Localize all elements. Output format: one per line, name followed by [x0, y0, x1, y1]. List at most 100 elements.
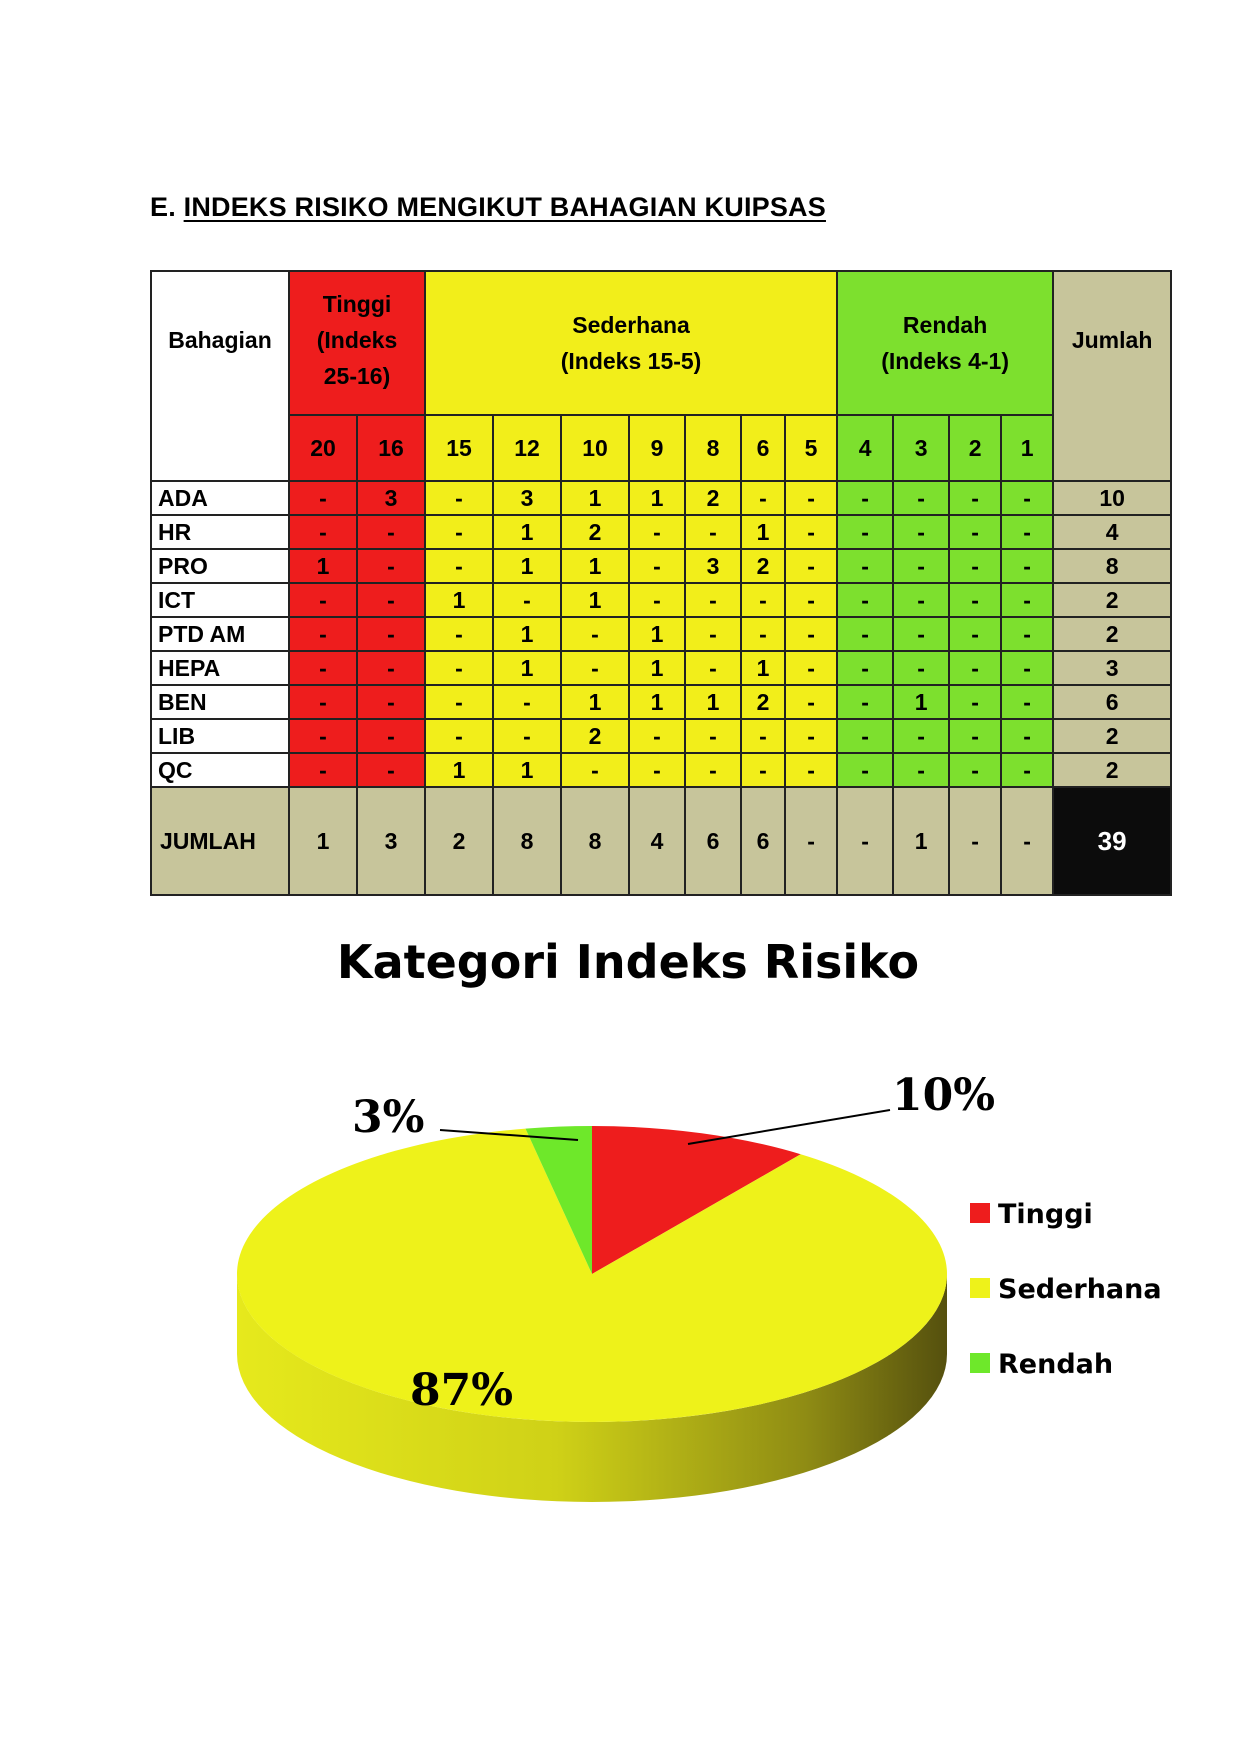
risk-count-cell: - — [288, 514, 358, 550]
risk-count-cell: - — [288, 650, 358, 686]
risk-count-cell: - — [356, 582, 426, 618]
risk-count-cell: - — [740, 718, 786, 754]
risk-count-cell: 2 — [684, 480, 742, 516]
risk-count-cell: - — [684, 752, 742, 788]
column-total: 8 — [492, 786, 562, 896]
column-total: 1 — [892, 786, 951, 896]
risk-count-cell: - — [288, 684, 358, 720]
risk-count-cell: - — [628, 548, 686, 584]
risk-count-cell: - — [492, 684, 562, 720]
risk-count-cell: 1 — [628, 480, 686, 516]
row-total: 2 — [1052, 718, 1173, 754]
risk-count-cell: - — [892, 650, 951, 686]
column-total: 8 — [560, 786, 630, 896]
risk-count-cell: - — [892, 718, 951, 754]
risk-count-cell: - — [684, 650, 742, 686]
header-bahagian: Bahagian — [150, 270, 290, 482]
risk-count-cell: - — [892, 548, 951, 584]
row-total: 10 — [1052, 480, 1173, 516]
legend-swatch-rendah — [970, 1353, 990, 1373]
risk-count-cell: - — [836, 684, 895, 720]
row-total: 2 — [1052, 582, 1173, 618]
row-total: 2 — [1052, 752, 1173, 788]
risk-count-cell: - — [836, 480, 895, 516]
table-row: QC - -1 1- - - - - - - - -2 — [150, 752, 1173, 788]
risk-count-cell: - — [356, 718, 426, 754]
risk-count-cell: - — [424, 514, 494, 550]
row-total: 6 — [1052, 684, 1173, 720]
header-jumlah: Jumlah — [1052, 270, 1173, 482]
risk-count-cell: 1 — [560, 480, 630, 516]
index-col-2: 2 — [948, 414, 1003, 482]
pie-slice-sederhana — [237, 1128, 948, 1422]
dept-name: ADA — [150, 480, 290, 516]
risk-count-cell: - — [948, 514, 1003, 550]
risk-count-cell: - — [836, 548, 895, 584]
risk-count-cell: - — [892, 616, 951, 652]
risk-count-cell: 1 — [424, 582, 494, 618]
risk-count-cell: - — [948, 752, 1003, 788]
dept-name: BEN — [150, 684, 290, 720]
risk-count-cell: - — [288, 582, 358, 618]
risk-count-cell: 1 — [628, 616, 686, 652]
risk-count-cell: - — [783, 752, 839, 788]
risk-count-cell: - — [948, 718, 1003, 754]
risk-count-cell: - — [836, 582, 895, 618]
risk-count-cell: - — [356, 684, 426, 720]
table-row: HR - - -1 2- -1- - - - -4 — [150, 514, 1173, 550]
dept-name: LIB — [150, 718, 290, 754]
index-header-row: 20 16 15 12 10 9 8 6 5 4 3 2 1 — [151, 414, 1171, 482]
row-total: 3 — [1052, 650, 1173, 686]
risk-count-cell: - — [288, 752, 358, 788]
risk-count-cell: 1 — [492, 616, 562, 652]
column-total: - — [948, 786, 1003, 896]
index-col-10: 10 — [560, 414, 630, 482]
table-row: PTD AM - - -1-1- - - - - - -2 — [150, 616, 1173, 652]
table-row: ADA -3-3 1 1 2- - - - - -10 — [150, 480, 1173, 516]
risk-count-cell: - — [288, 480, 358, 516]
risk-count-cell: - — [628, 718, 686, 754]
risk-count-cell: 1 — [560, 684, 630, 720]
risk-count-cell: - — [783, 650, 839, 686]
risk-count-cell: - — [783, 548, 839, 584]
index-col-16: 16 — [356, 414, 426, 482]
risk-count-cell: 3 — [684, 548, 742, 584]
risk-count-cell: - — [1000, 718, 1055, 754]
risk-count-cell: - — [783, 684, 839, 720]
risk-count-cell: - — [1000, 616, 1055, 652]
column-total: 6 — [740, 786, 786, 896]
risk-count-cell: 3 — [356, 480, 426, 516]
risk-count-cell: 3 — [492, 480, 562, 516]
risk-count-cell: - — [492, 718, 562, 754]
legend-swatch-tinggi — [970, 1203, 990, 1223]
risk-count-cell: - — [424, 684, 494, 720]
column-total: - — [1000, 786, 1055, 896]
column-total: 3 — [356, 786, 426, 896]
risk-count-cell: - — [684, 514, 742, 550]
risk-count-cell: - — [424, 480, 494, 516]
risk-count-cell: - — [948, 616, 1003, 652]
dept-name: QC — [150, 752, 290, 788]
column-total: 4 — [628, 786, 686, 896]
table-row: ICT - -1-1- - - - - - - -2 — [150, 582, 1173, 618]
risk-count-cell: 1 — [628, 684, 686, 720]
risk-count-cell: - — [356, 548, 426, 584]
row-total: 2 — [1052, 616, 1173, 652]
dept-name: PRO — [150, 548, 290, 584]
risk-count-cell: - — [560, 650, 630, 686]
index-col-15: 15 — [424, 414, 494, 482]
column-total: 6 — [684, 786, 742, 896]
risk-count-cell: - — [684, 582, 742, 618]
header-tinggi-line1: Tinggi — [322, 291, 392, 317]
row-total: 8 — [1052, 548, 1173, 584]
risk-count-cell: - — [424, 650, 494, 686]
index-col-1: 1 — [1000, 414, 1055, 482]
risk-count-cell: - — [783, 514, 839, 550]
risk-count-cell: - — [783, 582, 839, 618]
dept-name: HEPA — [150, 650, 290, 686]
risk-count-cell: - — [1000, 514, 1055, 550]
risk-count-cell: 2 — [740, 548, 786, 584]
index-col-6: 6 — [740, 414, 786, 482]
risk-count-cell: - — [836, 752, 895, 788]
pie-slice-tinggi — [592, 1126, 801, 1274]
